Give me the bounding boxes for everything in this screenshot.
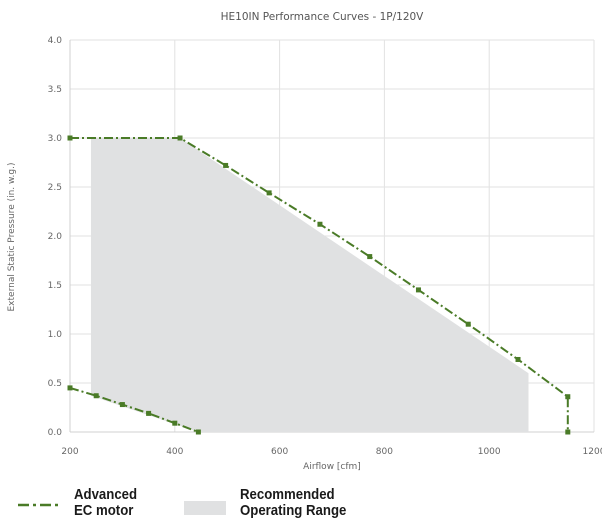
- legend: Advanced EC motor Recommended Operating …: [0, 487, 602, 529]
- legend-item-operating-range: Recommended Operating Range: [184, 487, 361, 519]
- series-ec-motor-2: [67, 385, 201, 435]
- data-point: [565, 394, 571, 400]
- data-point: [195, 429, 201, 435]
- y-tick-label: 1.0: [48, 330, 63, 340]
- data-point: [119, 402, 125, 408]
- series-ec-motor-1: [67, 135, 571, 435]
- data-point: [223, 162, 229, 168]
- y-tick-label: 3.5: [48, 85, 62, 95]
- legend-dash-dot-swatch: [18, 503, 58, 507]
- data-point: [177, 135, 183, 141]
- y-tick-label: 2.5: [48, 183, 62, 193]
- data-point: [93, 393, 99, 399]
- series-line: [70, 137, 569, 432]
- data-point: [67, 135, 73, 141]
- y-tick-label: 4.0: [48, 36, 63, 46]
- x-tick-label: 1000: [478, 447, 501, 457]
- y-tick-label: 0.5: [48, 379, 62, 389]
- data-point: [367, 254, 373, 260]
- y-tick-label: 0.0: [48, 428, 63, 438]
- legend-item-ec-motor: Advanced EC motor: [16, 487, 146, 519]
- x-tick-label: 600: [271, 447, 288, 457]
- data-point: [266, 190, 272, 196]
- y-tick-labels: 0.0 0.5 1.0 1.5 2.0 2.5 3.0 3.5 4.0: [48, 36, 63, 438]
- legend-label-ec-motor: Advanced EC motor: [74, 486, 138, 519]
- data-point: [565, 429, 571, 435]
- series-line: [69, 386, 199, 433]
- data-point: [146, 410, 152, 416]
- y-axis-title: External Static Pressure (in. w.g.): [7, 162, 17, 311]
- y-tick-label: 1.5: [48, 281, 62, 291]
- x-tick-label: 200: [61, 447, 78, 457]
- data-point: [415, 287, 421, 293]
- x-axis-title: Airflow [cfm]: [303, 462, 361, 472]
- chart-title: HE10IN Performance Curves - 1P/120V: [221, 11, 425, 23]
- x-tick-label: 800: [376, 447, 393, 457]
- recommended-range-area: [90, 138, 529, 432]
- data-point: [317, 221, 323, 227]
- series-group: [67, 135, 571, 435]
- data-point: [67, 385, 73, 391]
- y-tick-label: 2.0: [48, 232, 63, 242]
- data-point: [465, 321, 471, 327]
- recommended-operating-range: [90, 138, 529, 432]
- legend-label-operating-range: Recommended Operating Range: [240, 486, 347, 519]
- y-tick-label: 3.0: [48, 134, 63, 144]
- data-point: [515, 356, 521, 362]
- legend-range-swatch: [184, 501, 226, 515]
- performance-chart: HE10IN Performance Curves - 1P/120V 200 4…: [7, 11, 602, 472]
- x-tick-label: 400: [166, 447, 183, 457]
- data-point: [172, 420, 178, 426]
